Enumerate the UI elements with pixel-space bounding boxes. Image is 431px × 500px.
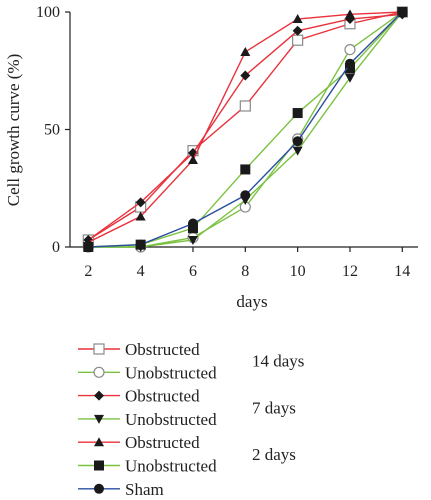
legend: Obstructed Unobstructed Obstructed Unobstru… [78, 340, 304, 499]
legend-item: Obstructed [78, 340, 200, 359]
data-point [292, 108, 303, 119]
data-point [344, 43, 356, 56]
legend-marker [94, 390, 104, 401]
x-tick-label: 12 [342, 263, 358, 280]
legend-group-label: 14 days [252, 352, 304, 371]
data-point [292, 25, 303, 36]
x-tick-label: 8 [241, 263, 249, 280]
legend-marker [94, 460, 104, 471]
legend-item: Obstructed [78, 387, 200, 406]
legend-marker [93, 366, 105, 378]
x-tick-label: 2 [84, 263, 92, 280]
legend-marker [94, 414, 104, 424]
data-point [240, 164, 251, 175]
legend-group-label: 7 days [252, 398, 296, 417]
data-point [135, 197, 146, 208]
x-tick-label: 10 [290, 263, 306, 280]
legend-label: Obstructed [125, 387, 200, 406]
data-point [240, 190, 251, 201]
legend-marker [94, 483, 104, 494]
data-point [344, 73, 355, 83]
y-axis-title: Cell growth curve (%) [4, 54, 23, 206]
y-tick-label: 0 [52, 239, 60, 256]
legend-item: Sham [78, 480, 164, 499]
series-6 [83, 7, 408, 252]
legend-label: Sham [125, 480, 164, 499]
legend-item: Unobstructed [78, 457, 217, 476]
legend-item: Obstructed [78, 433, 200, 452]
data-point [292, 34, 304, 46]
data-point [135, 211, 146, 221]
legend-marker [93, 343, 105, 355]
legend-label: Unobstructed [125, 363, 217, 382]
data-point [292, 146, 303, 156]
legend-label: Obstructed [125, 340, 200, 359]
x-tick-label: 14 [394, 263, 410, 280]
data-point [83, 242, 94, 252]
data-point [344, 14, 355, 25]
legend-marker [94, 437, 104, 447]
legend-label: Unobstructed [125, 410, 217, 429]
legend-group-label: 2 days [252, 445, 296, 464]
legend-item: Unobstructed [78, 363, 217, 382]
y-tick-label: 50 [44, 122, 60, 139]
data-point [135, 239, 146, 250]
data-point [239, 100, 251, 112]
x-axis-title: days [236, 292, 267, 311]
legend-item: Unobstructed [78, 410, 217, 429]
series-1 [82, 6, 408, 253]
series-3 [83, 8, 408, 252]
data-point [397, 7, 408, 17]
data-point [240, 70, 251, 81]
data-point [292, 136, 303, 147]
legend-label: Unobstructed [125, 457, 217, 476]
data-point [187, 155, 198, 165]
legend-label: Obstructed [125, 433, 200, 452]
data-point [344, 9, 355, 19]
data-point [292, 14, 303, 24]
x-tick-label: 4 [137, 263, 145, 280]
data-point [240, 46, 251, 56]
series-layer [82, 6, 408, 253]
x-tick-label: 6 [189, 263, 197, 280]
y-tick-label: 100 [36, 4, 60, 21]
data-point [187, 235, 198, 245]
data-point [187, 218, 198, 229]
data-point [344, 58, 355, 69]
